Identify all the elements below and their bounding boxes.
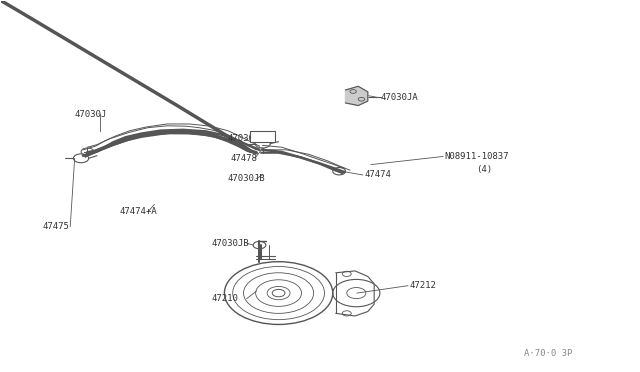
- Text: (4): (4): [476, 165, 492, 174]
- Text: 47212: 47212: [409, 281, 436, 290]
- Text: N08911-10837: N08911-10837: [444, 152, 509, 161]
- Text: 47474+A: 47474+A: [119, 207, 157, 217]
- Text: 47030JB: 47030JB: [212, 239, 250, 248]
- Text: 47475: 47475: [43, 222, 70, 231]
- Text: 47030J: 47030J: [228, 134, 260, 142]
- Text: 47030JA: 47030JA: [381, 93, 418, 102]
- FancyBboxPatch shape: [250, 131, 275, 142]
- Text: 47478: 47478: [231, 154, 258, 163]
- Text: A·70·0 3P: A·70·0 3P: [524, 350, 572, 359]
- Text: 47030J: 47030J: [75, 109, 107, 119]
- Text: 47210: 47210: [212, 294, 239, 303]
- Text: 47030JB: 47030JB: [228, 174, 265, 183]
- Text: 47474: 47474: [365, 170, 392, 179]
- Polygon shape: [346, 86, 368, 106]
